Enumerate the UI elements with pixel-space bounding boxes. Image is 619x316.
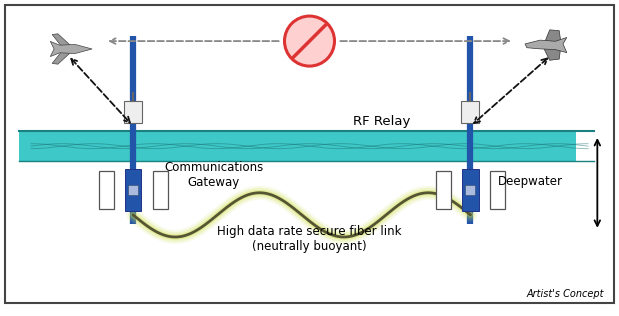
Bar bbox=[461, 101, 480, 123]
Bar bbox=[490, 171, 505, 209]
Text: Deepwater: Deepwater bbox=[498, 175, 563, 188]
Polygon shape bbox=[50, 41, 92, 57]
Text: Artist's Concept: Artist's Concept bbox=[526, 289, 604, 299]
Polygon shape bbox=[52, 34, 73, 64]
Bar bbox=[125, 169, 141, 210]
Text: RF Relay: RF Relay bbox=[353, 115, 410, 128]
Text: Communications
Gateway: Communications Gateway bbox=[164, 161, 263, 189]
Polygon shape bbox=[525, 38, 567, 53]
Text: High data rate secure fiber link
(neutrally buoyant): High data rate secure fiber link (neutra… bbox=[217, 225, 402, 252]
Bar bbox=[436, 171, 451, 209]
Bar bbox=[98, 171, 113, 209]
Circle shape bbox=[285, 16, 334, 66]
Polygon shape bbox=[544, 30, 561, 60]
Bar bbox=[128, 185, 138, 195]
Bar bbox=[124, 101, 142, 123]
Bar bbox=[462, 169, 478, 210]
Bar bbox=[465, 185, 475, 195]
Bar bbox=[153, 171, 168, 209]
Bar bbox=[19, 131, 576, 161]
